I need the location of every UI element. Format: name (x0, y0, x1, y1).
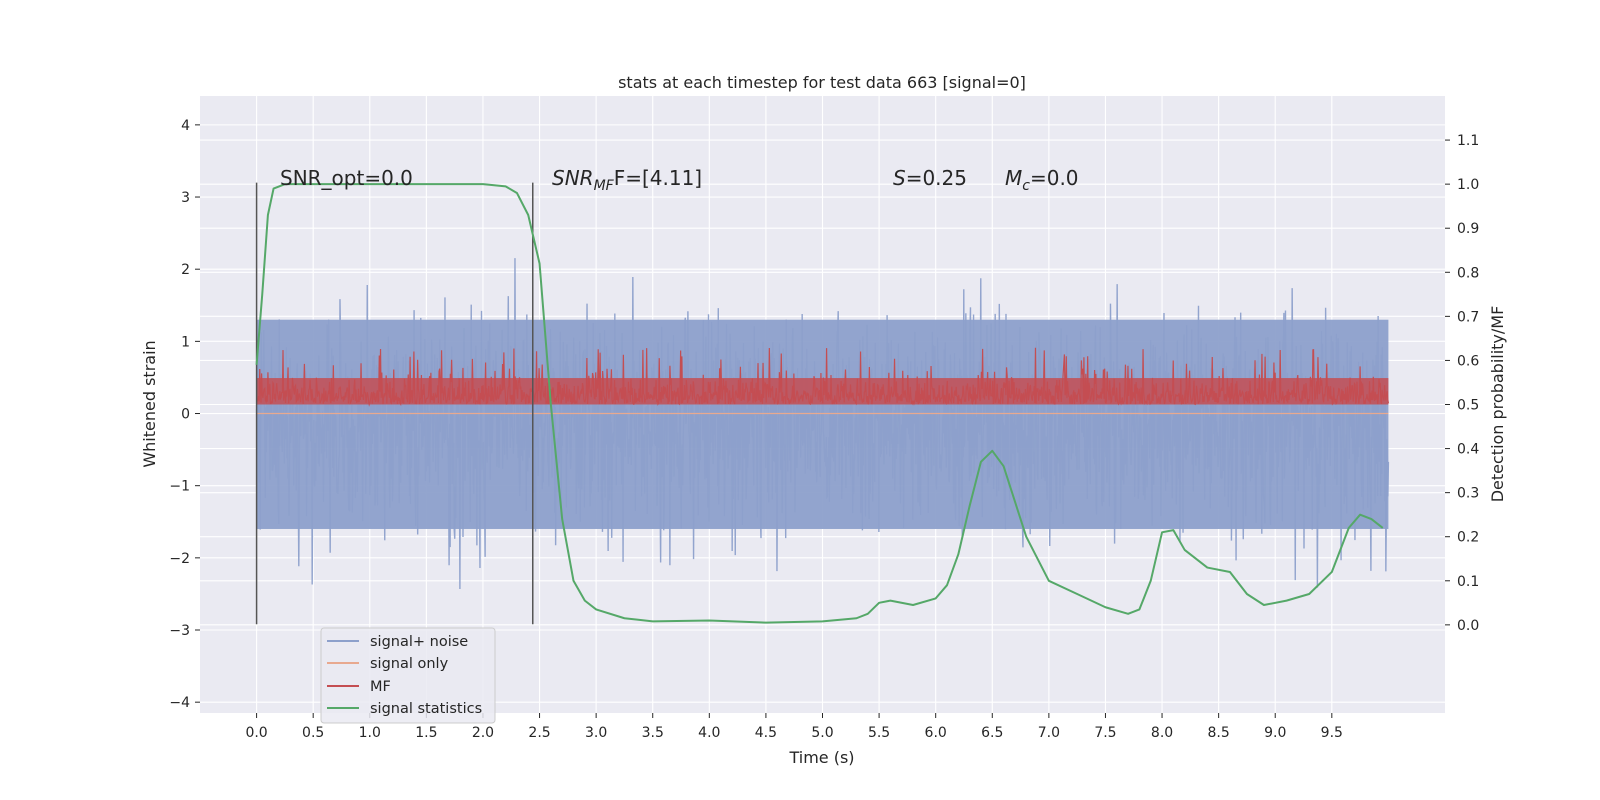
chart-title: stats at each timestep for test data 663… (618, 73, 1026, 92)
mf-core (256, 378, 1389, 405)
x-tick-label: 9.5 (1321, 725, 1343, 741)
y2-tick-label: 0.7 (1457, 309, 1479, 325)
signal-statistics-line (255, 183, 1384, 624)
y2-tick-label: 0.9 (1457, 221, 1479, 237)
y-tick-label: 3 (181, 190, 190, 206)
y2-tick-label: 1.1 (1457, 133, 1479, 149)
x-tick-label: 8.5 (1208, 725, 1230, 741)
annotation-s-text: =0.25 (906, 166, 967, 190)
y2-tick-label: 0.4 (1457, 442, 1479, 458)
x-tick-label: 7.5 (1094, 725, 1116, 741)
x-tick-label: 7.0 (1038, 725, 1060, 741)
annotation-mc-text: =0.0 (1030, 166, 1079, 190)
y2-tick-label: 0.3 (1457, 486, 1479, 502)
signal-noise-core (256, 319, 1389, 529)
x-tick-label: 9.0 (1264, 725, 1286, 741)
x-tick-label: 8.0 (1151, 725, 1173, 741)
y-tick-label: 2 (181, 262, 190, 278)
legend: signal+ noise signal only MF signal stat… (320, 627, 496, 724)
annotation-snr-mf: SNRMFF=[4.11] (552, 166, 702, 194)
y2-tick-label: 0.8 (1457, 265, 1479, 281)
y2-axis-ticks: 0.0 0.1 0.2 0.3 0.4 0.5 0.6 0.7 0.8 0.9 1.0 1.1 (1445, 133, 1479, 634)
y-tick-label: −3 (169, 623, 190, 639)
x-axis-ticks: 0.0 0.5 1.0 1.5 2.0 2.5 3.0 3.5 4.0 4.5 5.0 5.5 6.0 6… (245, 713, 1343, 741)
legend-label-mf: MF (370, 679, 391, 695)
x-tick-label: 6.5 (981, 725, 1003, 741)
x-tick-label: 0.0 (245, 725, 267, 741)
y2-tick-label: 1.0 (1457, 177, 1479, 193)
legend-box (320, 627, 496, 724)
y2-tick-label: 0.5 (1457, 398, 1479, 414)
y2-axis-label: Detection probability/MF (1488, 306, 1507, 503)
x-tick-label: 1.0 (359, 725, 381, 741)
annotation-snr-mf-sub: MF (594, 178, 615, 194)
y-tick-label: 0 (181, 407, 190, 423)
annotation-s-italic: S (893, 166, 906, 190)
y2-tick-label: 0.2 (1457, 530, 1479, 546)
legend-label-signal-only: signal only (370, 656, 449, 672)
annotation-snr-opt: SNR_opt=0.0 (280, 166, 413, 190)
annotation-mc-sub: c (1022, 178, 1030, 194)
y-tick-label: −1 (169, 479, 190, 495)
y-tick-label: −4 (169, 695, 190, 711)
x-tick-label: 0.5 (302, 725, 324, 741)
x-tick-label: 4.5 (755, 725, 777, 741)
y-axis-ticks: −4 −3 −2 −1 0 1 2 3 4 (169, 118, 200, 711)
annotation-snr-mf-base: SNR (552, 166, 594, 190)
vertical-markers (255, 182, 534, 625)
series-signal-noise (255, 258, 1390, 589)
y2-tick-label: 0.6 (1457, 353, 1479, 369)
x-axis-label: Time (s) (788, 748, 854, 767)
y-tick-label: −2 (169, 551, 190, 567)
legend-label-signal-noise: signal+ noise (370, 634, 468, 650)
series-signal-statistics (255, 183, 1384, 624)
y2-tick-label: 0.0 (1457, 618, 1479, 634)
series-mf (256, 347, 1390, 407)
x-tick-label: 2.5 (528, 725, 550, 741)
x-tick-label: 3.5 (642, 725, 664, 741)
annotation-mc-italic: M (1005, 166, 1022, 190)
x-tick-label: 5.5 (868, 725, 890, 741)
y2-tick-label: 0.1 (1457, 574, 1479, 590)
legend-label-signal-statistics: signal statistics (370, 701, 482, 717)
x-tick-label: 3.0 (585, 725, 607, 741)
annotation-mc-value: Mc=0.0 (1005, 166, 1079, 194)
y-tick-label: 4 (181, 118, 190, 134)
x-tick-label: 2.0 (472, 725, 494, 741)
annotation-snr-mf-suffix: F=[4.11] (614, 166, 702, 190)
x-tick-label: 4.0 (698, 725, 720, 741)
y-tick-label: 1 (181, 334, 190, 350)
x-tick-label: 5.0 (811, 725, 833, 741)
x-tick-label: 1.5 (415, 725, 437, 741)
x-tick-label: 6.0 (925, 725, 947, 741)
y-axis-label: Whitened strain (140, 340, 159, 467)
annotation-s-value: S=0.25 (893, 166, 967, 190)
